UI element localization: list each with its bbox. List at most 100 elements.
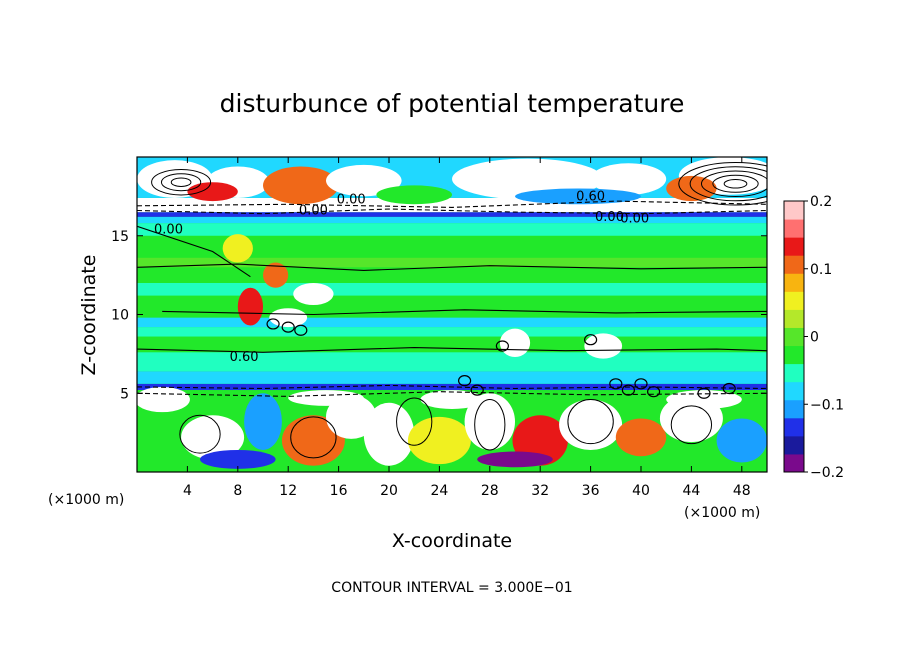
x-axis-label: X-coordinate xyxy=(392,530,512,552)
contour-label: 0.00 xyxy=(299,204,328,219)
field-blobs xyxy=(137,157,767,469)
field-blob xyxy=(181,415,245,460)
contour-line xyxy=(567,399,614,445)
field-band xyxy=(137,257,767,268)
colorbar-swatch xyxy=(784,273,804,292)
contour-line xyxy=(700,170,767,198)
field-blob xyxy=(326,164,402,197)
contour-lines xyxy=(137,162,767,459)
contour-line xyxy=(281,321,295,333)
x-tick-label: 20 xyxy=(380,483,398,499)
contour-line xyxy=(137,225,251,278)
field-blob xyxy=(515,188,641,205)
field-band xyxy=(137,327,767,337)
contour-line xyxy=(160,173,202,192)
colorbar-swatch xyxy=(784,417,804,437)
x-tick-label: 4 xyxy=(183,483,192,499)
x-tick-label: 36 xyxy=(582,483,600,499)
x-tick-label: 28 xyxy=(481,483,499,499)
contour-label: 0.60 xyxy=(230,350,259,365)
contour-line xyxy=(294,324,308,336)
chart-title: disturbunce of potential temperature xyxy=(220,89,685,118)
colorbar-swatch xyxy=(784,291,804,310)
contour-line xyxy=(670,405,713,445)
field-blob xyxy=(499,328,531,358)
field-band xyxy=(137,223,767,236)
colorbar-swatch xyxy=(784,381,804,401)
field-blob xyxy=(376,185,453,205)
field-blob xyxy=(263,262,289,288)
x-tick-label: 44 xyxy=(682,483,700,499)
field-band xyxy=(137,212,767,217)
field-blob xyxy=(281,415,345,466)
contour-interval-note: CONTOUR INTERVAL = 3.000E−01 xyxy=(331,580,572,596)
contour-line xyxy=(137,347,767,353)
x-tick-label: 40 xyxy=(632,483,650,499)
field-blob xyxy=(363,402,415,466)
colorbar-label: −0.1 xyxy=(810,397,844,413)
contour-line xyxy=(723,179,748,189)
field-blob xyxy=(200,449,276,469)
contour-line xyxy=(495,340,509,352)
contour-line xyxy=(137,384,767,390)
contour-line xyxy=(266,318,280,330)
colorbar-swatch xyxy=(784,219,804,238)
contour-line xyxy=(290,416,337,459)
x-tick-label: 24 xyxy=(430,483,448,499)
contour-line xyxy=(396,397,433,446)
colorbar-swatch xyxy=(784,309,804,328)
field-blob xyxy=(420,390,484,409)
colorbar-label: 0 xyxy=(810,330,819,346)
colorbar-swatch xyxy=(784,435,804,455)
contour-line xyxy=(621,384,636,396)
x-tick-label: 16 xyxy=(330,483,348,499)
field-blob xyxy=(263,166,339,205)
contour-line xyxy=(646,386,661,398)
field-blob xyxy=(269,308,308,328)
contour-line xyxy=(470,384,484,396)
contour-line xyxy=(137,391,767,397)
x-tick-label: 48 xyxy=(733,483,751,499)
contour-line xyxy=(170,177,192,187)
contour-line xyxy=(697,387,711,399)
contour-line xyxy=(678,162,767,206)
field-blob xyxy=(584,333,623,359)
y-axis-ticks: 5 10 15 xyxy=(111,229,767,402)
field-blob xyxy=(326,394,377,439)
contour-line xyxy=(712,174,759,193)
contour-line xyxy=(634,378,648,390)
x-tick-label: 12 xyxy=(279,483,297,499)
contour-label: 0.00 xyxy=(154,222,183,237)
y-tick-label: 5 xyxy=(120,386,129,402)
field-blob xyxy=(237,287,263,326)
colorbar-swatch xyxy=(784,327,804,347)
colorbar-label: 0.2 xyxy=(810,194,832,210)
field-band xyxy=(137,283,767,296)
colorbar-label: 0.1 xyxy=(810,262,832,278)
colorbar-swatch xyxy=(784,201,804,220)
field-blob xyxy=(244,393,282,450)
x-tick-label: 32 xyxy=(531,483,549,499)
field-band xyxy=(137,371,767,384)
field-blob xyxy=(293,283,334,306)
contour-line xyxy=(722,382,736,395)
field-blob xyxy=(477,451,553,468)
colorbar: 0.2 0.1 0 −0.1 −0.2 xyxy=(783,194,844,481)
contour-labels: 0.000.600.000.00 0.600.000.00 xyxy=(154,189,649,365)
y-axis-label: Z-coordinate xyxy=(78,255,100,376)
field-blob xyxy=(590,163,667,195)
contour-line xyxy=(689,166,767,202)
field-blob xyxy=(464,393,515,450)
field-blob xyxy=(187,182,238,202)
colorbar-swatch xyxy=(784,237,804,256)
contour-label: 0.00 xyxy=(337,193,366,208)
contour-label: 0.00 xyxy=(595,210,624,225)
plot-area xyxy=(137,157,767,472)
y-tick-label: 15 xyxy=(111,229,129,245)
colorbar-swatch xyxy=(784,345,804,365)
x-unit-right: (×1000 m) xyxy=(684,505,760,521)
y-tick-label: 10 xyxy=(111,308,129,324)
field-blob xyxy=(716,418,767,463)
contour-line xyxy=(137,263,767,271)
